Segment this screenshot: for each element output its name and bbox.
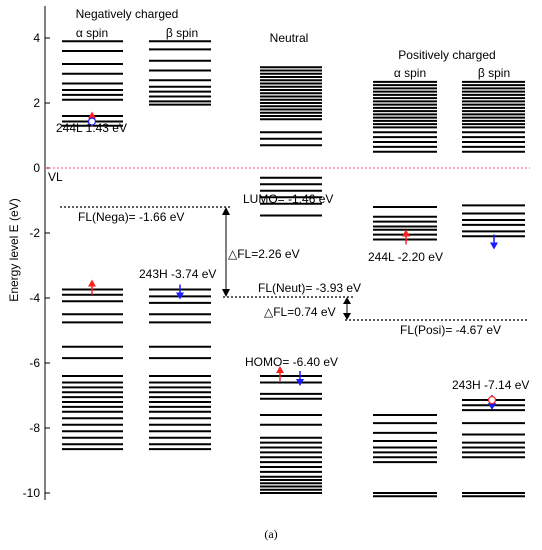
y-tick-label: -6 [29, 356, 40, 370]
y-tick-label: -10 [23, 486, 41, 500]
delta-fl-arrow-2 [343, 297, 351, 320]
delta-fl-label-2: △FL=0.74 eV [264, 305, 336, 319]
annotation-homo: HOMO= -6.40 eV [245, 355, 338, 369]
spin-label-pos-beta: β spin [478, 66, 510, 80]
spin-up-arrow-icon [88, 279, 96, 295]
y-axis-label: Energy level E (eV) [7, 198, 21, 301]
y-tick-label: 4 [33, 31, 40, 45]
y-tick-label: -8 [29, 421, 40, 435]
figure-caption: (a) [264, 527, 277, 541]
spin-label-neg-alpha: α spin [76, 26, 108, 40]
y-tick-label: 2 [33, 96, 40, 110]
delta-fl-arrow-1 [222, 207, 230, 297]
y-tick-label: 0 [33, 161, 40, 175]
hole-marker-icon [487, 395, 497, 405]
y-tick-label: -2 [29, 226, 40, 240]
spin-down-arrow-icon [176, 284, 184, 300]
fermi-level-neut-label: FL(Neut)= -3.93 eV [258, 281, 361, 295]
annotation-243h-neg: 243H -3.74 eV [139, 267, 216, 281]
annotation-lumo: LUMO= -1.46 eV [243, 192, 333, 206]
fermi-level-posi-label: FL(Posi)= -4.67 eV [400, 323, 501, 337]
delta-fl-label-1: △FL=2.26 eV [228, 247, 300, 261]
spin-down-arrow-icon [490, 234, 498, 250]
spin-down-arrow-icon [296, 371, 304, 386]
annotation-244l-neg: 244L 1.43 eV [56, 121, 127, 135]
energy-levels [62, 40, 525, 498]
spin-arrows [87, 111, 498, 411]
y-tick-label: -4 [29, 291, 40, 305]
fermi-level-nega-label: FL(Nega)= -1.66 eV [78, 210, 184, 224]
annotation-244l-pos: 244L -2.20 eV [368, 250, 443, 264]
y-ticks: 4 2 0 -2 -4 -6 -8 -10 [23, 31, 50, 500]
vacuum-level-label: VL [48, 170, 63, 184]
hole-marker-icon [87, 117, 97, 126]
spin-label-neg-beta: β spin [166, 26, 198, 40]
annotation-243h-pos: 243H -7.14 eV [452, 378, 529, 392]
group-title-neutral: Neutral [270, 31, 309, 45]
spin-label-pos-alpha: α spin [394, 66, 426, 80]
spin-up-arrow-icon [402, 229, 410, 245]
spin-up-arrow-icon [276, 366, 284, 381]
group-title-positive: Positively charged [398, 48, 495, 62]
group-title-negative: Negatively charged [76, 7, 179, 21]
